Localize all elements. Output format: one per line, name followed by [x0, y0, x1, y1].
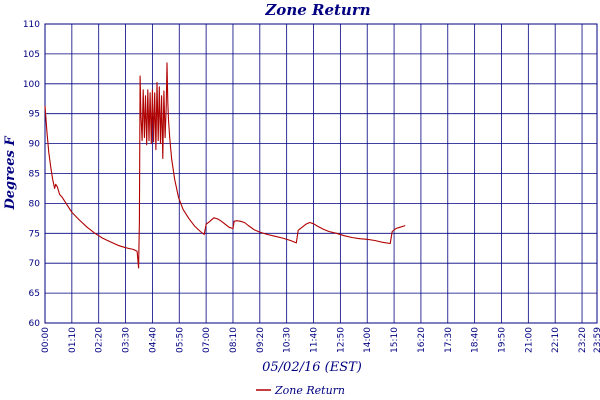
- x-tick-label: 03:30: [122, 327, 132, 353]
- y-tick-label: 105: [23, 50, 40, 60]
- x-tick-label: 15:10: [390, 327, 400, 353]
- series-line-zone-return: [44, 62, 406, 269]
- x-axis-label: 05/02/16 (EST): [262, 360, 362, 375]
- x-tick-label: 14:00: [363, 327, 373, 353]
- y-tick-label: 95: [29, 110, 40, 120]
- x-tick-label: 23:20: [578, 327, 588, 353]
- y-axis-label: Degrees F: [3, 136, 18, 211]
- x-tick-label: 08:10: [229, 327, 239, 353]
- legend-label-zone-return: Zone Return: [274, 384, 345, 397]
- y-tick-label: 70: [29, 259, 41, 269]
- x-tick-label: 09:20: [256, 327, 266, 353]
- x-tick-label: 04:40: [148, 327, 158, 353]
- x-tick-label: 16:20: [417, 327, 427, 353]
- y-tick-label: 100: [23, 80, 40, 90]
- y-tick-label: 90: [29, 140, 41, 150]
- x-tick-label: 01:10: [68, 327, 78, 353]
- x-tick-label: 02:20: [95, 327, 105, 353]
- x-tick-label: 12:50: [336, 327, 346, 353]
- x-tick-label: 11:40: [310, 327, 320, 353]
- x-tick-label: 19:50: [497, 327, 507, 353]
- x-tick-label: 10:30: [283, 327, 293, 353]
- x-tick-label: 07:00: [202, 327, 212, 353]
- y-tick-label: 80: [29, 199, 41, 209]
- plot-area-border: [44, 23, 598, 324]
- x-tick-label: 21:00: [524, 327, 534, 353]
- y-tick-label: 75: [29, 229, 40, 239]
- y-tick-label: 65: [29, 289, 40, 299]
- series-group: [44, 62, 406, 269]
- y-tick-label: 85: [29, 170, 40, 180]
- x-tick-label: 23:59: [593, 327, 600, 353]
- x-axis-ticks: 00:00 01:10 02:20 03:30 04:40 05:50 07:00 08:10…: [41, 327, 600, 353]
- x-tick-label: 18:40: [471, 327, 481, 353]
- y-axis-ticks: 60 65 70 75 80 85 90 95 100 105 110: [23, 20, 40, 329]
- y-tick-label: 60: [29, 319, 41, 329]
- legend: Zone Return: [256, 384, 345, 397]
- x-tick-label: 05:50: [175, 327, 185, 353]
- chart-title: Zone Return: [264, 1, 370, 19]
- x-tick-label: 22:10: [551, 327, 561, 353]
- y-tick-label: 110: [23, 20, 40, 30]
- grid-lines: [44, 23, 598, 324]
- x-tick-label: 00:00: [41, 327, 51, 353]
- x-tick-label: 17:30: [444, 327, 454, 353]
